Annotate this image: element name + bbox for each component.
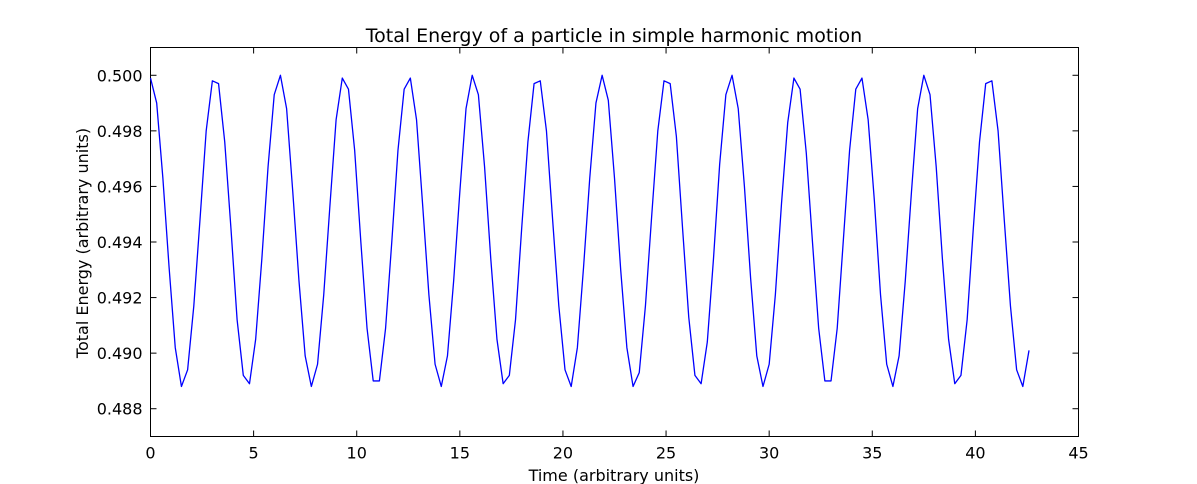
y-tick-label: 0.492 [97,289,143,308]
y-tick-label: 0.498 [97,122,143,141]
y-axis-ticks: 0.488 0.490 0.492 0.494 0.496 0.498 0.500 [97,66,1079,419]
x-tick-label: 45 [1068,444,1088,463]
axes-frame [150,47,1079,437]
series-line [149,74,1030,388]
y-tick-label: 0.500 [97,66,143,85]
x-tick-label: 5 [249,444,259,463]
chart-title: Total Energy of a particle in simple har… [365,25,862,47]
x-axis-label: Time (arbitrary units) [528,466,700,484]
x-tick-label: 30 [759,444,779,463]
x-axis-ticks: 0 5 10 15 20 25 30 35 40 45 [145,47,1089,463]
y-axis-label: Total Energy (arbitrary units) [73,128,92,359]
x-tick-label: 10 [347,444,367,463]
y-tick-label: 0.490 [97,344,143,363]
series-layer [149,74,1030,388]
x-tick-label: 15 [450,444,470,463]
x-tick-label: 0 [145,444,155,463]
x-tick-label: 20 [553,444,573,463]
x-tick-label: 25 [656,444,676,463]
y-tick-label: 0.488 [97,400,143,419]
x-tick-label: 40 [965,444,985,463]
y-tick-label: 0.494 [97,233,143,252]
y-tick-label: 0.496 [97,177,143,196]
x-tick-label: 35 [862,444,882,463]
plot-area: 0 5 10 15 20 25 30 35 40 45 0.4880.4900.4920.4940… [97,47,1089,463]
